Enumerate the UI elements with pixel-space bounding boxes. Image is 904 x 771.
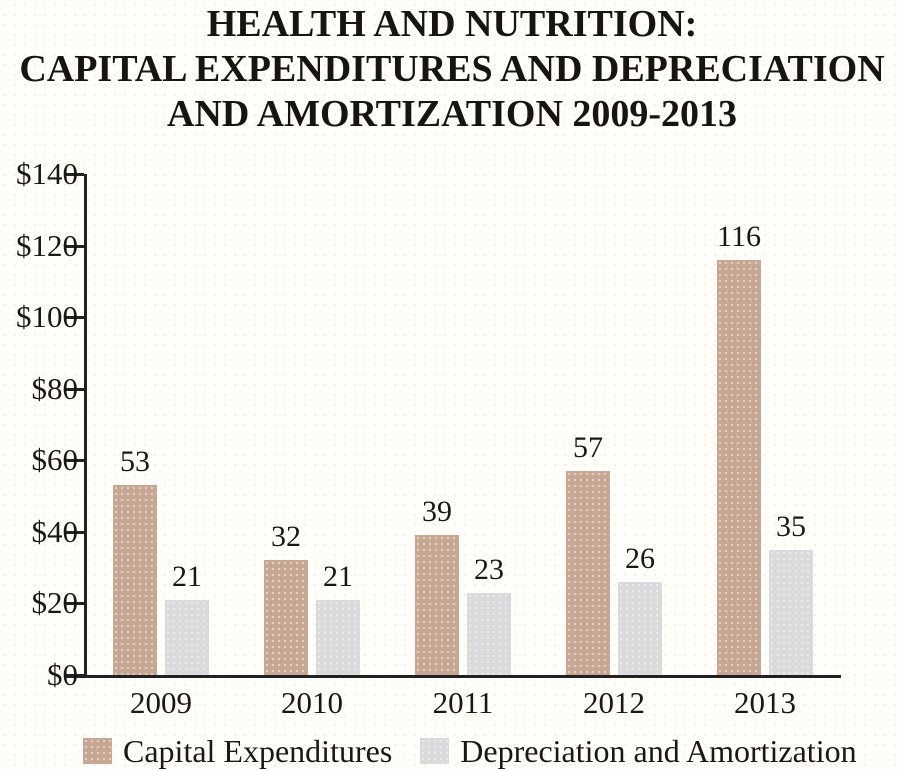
y-tick-100	[65, 316, 84, 320]
bar-capital-expenditures-2011	[415, 535, 459, 675]
bar-capital-expenditures-2013	[717, 259, 761, 675]
chart-title-line-1: HEALTH AND NUTRITION:	[206, 3, 698, 45]
bar-capital-expenditures-2009	[113, 485, 157, 675]
y-axis-line	[84, 174, 87, 677]
y-tick-40	[65, 530, 84, 534]
chart-title-line-2: CAPITAL EXPENDITURES AND DEPRECIATION	[19, 48, 885, 90]
bar-capital-expenditures-2012	[566, 471, 610, 675]
legend-label-depreciation-amortization: Depreciation and Amortization	[460, 733, 857, 769]
y-tick-20	[65, 602, 84, 606]
legend-swatch-depreciation-amortization	[420, 738, 450, 764]
chart-title-line-3: AND AMORTIZATION 2009-2013	[166, 93, 738, 135]
bar-value-depreciation-and-amortization-2012: 26	[625, 541, 655, 575]
bar-depreciation-and-amortization-2013	[769, 549, 813, 675]
bar-value-capital-expenditures-2012: 57	[573, 431, 603, 465]
y-tick-label-20: $20	[31, 585, 79, 621]
y-tick-label-0: $0	[47, 657, 78, 692]
y-tick-60	[65, 459, 84, 463]
y-tick-140	[65, 173, 84, 176]
x-category-label-2013: 2013	[734, 685, 796, 720]
x-category-label-2010: 2010	[281, 685, 343, 720]
bar-value-depreciation-and-amortization-2010: 21	[323, 559, 353, 593]
bar-depreciation-and-amortization-2010	[316, 599, 360, 675]
bar-value-depreciation-and-amortization-2009: 21	[172, 559, 202, 593]
y-tick-120	[65, 244, 84, 248]
x-axis-line	[65, 675, 841, 678]
chart-title: HEALTH AND NUTRITION: CAPITAL EXPENDITUR…	[0, 2, 904, 137]
bar-value-capital-expenditures-2011: 39	[422, 495, 452, 529]
y-tick-label-120: $120	[16, 227, 78, 263]
y-tick-label-60: $60	[31, 442, 79, 478]
x-category-label-2011: 2011	[432, 685, 494, 720]
legend-label-capital-expenditures: Capital Expenditures	[123, 733, 393, 769]
legend-item-depreciation-amortization: Depreciation and Amortization	[420, 733, 857, 769]
y-tick-80	[65, 387, 84, 391]
bar-value-depreciation-and-amortization-2011: 23	[474, 552, 504, 586]
y-tick-label-80: $80	[31, 370, 79, 406]
legend-item-capital-expenditures: Capital Expenditures	[83, 734, 392, 768]
bar-depreciation-and-amortization-2012	[618, 581, 662, 675]
x-category-label-2012: 2012	[583, 685, 645, 720]
legend-swatch-capital-expenditures	[83, 738, 112, 764]
legend: Capital Expenditures Depreciation and Am…	[83, 734, 857, 768]
bar-value-depreciation-and-amortization-2013: 35	[776, 509, 806, 543]
y-tick-0	[65, 674, 84, 677]
x-category-label-2009: 2009	[130, 685, 192, 720]
bar-value-capital-expenditures-2009: 53	[120, 445, 150, 479]
bar-capital-expenditures-2010	[264, 560, 308, 675]
y-tick-label-40: $40	[31, 513, 79, 549]
bar-depreciation-and-amortization-2011	[467, 592, 511, 675]
y-tick-label-100: $100	[16, 299, 78, 335]
bar-value-capital-expenditures-2013: 116	[717, 219, 761, 253]
bar-value-capital-expenditures-2010: 32	[271, 520, 301, 554]
y-tick-label-140: $140	[16, 156, 78, 191]
bar-depreciation-and-amortization-2009	[165, 599, 209, 675]
